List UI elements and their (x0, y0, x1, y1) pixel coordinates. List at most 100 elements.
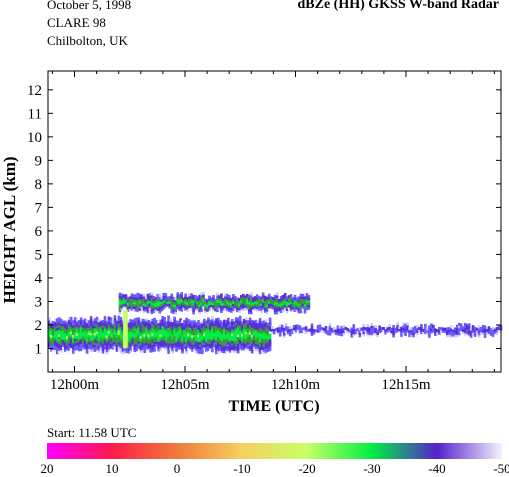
reflectivity-cell (187, 323, 190, 327)
reflectivity-cell (56, 320, 59, 324)
reflectivity-cell (189, 339, 192, 343)
reflectivity-cell (176, 299, 179, 303)
reflectivity-cell (416, 334, 419, 338)
reflectivity-cell (394, 330, 397, 334)
reflectivity-cell (264, 333, 268, 337)
reflectivity-cell (143, 343, 147, 346)
reflectivity-cell (228, 304, 231, 308)
reflectivity-cell (121, 334, 125, 338)
reflectivity-cell (203, 347, 206, 350)
reflectivity-cell (126, 299, 130, 303)
reflectivity-cell (75, 318, 79, 322)
reflectivity-cell (119, 321, 123, 325)
reflectivity-cell (180, 303, 183, 307)
reflectivity-cell (193, 329, 196, 333)
reflectivity-cell (222, 300, 225, 304)
reflectivity-cell (282, 334, 286, 338)
reflectivity-cell (180, 294, 183, 298)
reflectivity-cell (167, 332, 170, 335)
reflectivity-cell (118, 306, 122, 310)
reflectivity-cell (236, 306, 239, 310)
reflectivity-cell (179, 344, 182, 348)
reflectivity-cell (56, 346, 59, 350)
x-tick-label: 12h05m (160, 377, 210, 393)
reflectivity-cell (63, 332, 67, 336)
reflectivity-cell (79, 334, 83, 337)
reflectivity-cell (295, 306, 299, 310)
reflectivity-cell (264, 342, 268, 346)
reflectivity-cell (307, 295, 311, 298)
reflectivity-cell (238, 341, 242, 345)
reflectivity-cell (155, 343, 158, 347)
reflectivity-cell (246, 303, 249, 307)
reflectivity-cell (207, 336, 210, 340)
reflectivity-cell (121, 348, 125, 352)
reflectivity-cell (135, 341, 139, 345)
reflectivity-cell (101, 324, 105, 328)
reflectivity-cell (143, 347, 147, 351)
reflectivity-cell (153, 343, 156, 347)
reflectivity-cell (77, 338, 81, 342)
reflectivity-cell (227, 331, 230, 335)
reflectivity-cell (137, 338, 141, 342)
reflectivity-cell (273, 304, 277, 308)
reflectivity-cell (294, 329, 298, 333)
reflectivity-cell (242, 293, 245, 297)
reflectivity-cell (183, 331, 186, 335)
reflectivity-cell (206, 311, 209, 315)
reflectivity-cell (153, 318, 156, 321)
reflectivity-cell (83, 327, 87, 331)
reflectivity-cell (286, 328, 290, 332)
reflectivity-cell (136, 292, 140, 296)
reflectivity-cell (183, 334, 186, 338)
reflectivity-cell (221, 347, 224, 351)
reflectivity-cell (197, 320, 200, 324)
reflectivity-cell (133, 339, 137, 343)
reflectivity-cell (205, 322, 208, 326)
reflectivity-cell (253, 298, 257, 302)
reflectivity-cell (219, 341, 222, 345)
reflectivity-cell (136, 297, 140, 301)
reflectivity-cell (211, 321, 214, 325)
reflectivity-cell (234, 343, 238, 347)
reflectivity-cell (213, 344, 216, 348)
reflectivity-cell (465, 329, 469, 332)
reflectivity-cell (153, 329, 156, 333)
reflectivity-cell (263, 307, 267, 311)
reflectivity-cell (226, 293, 229, 297)
reflectivity-cell (50, 339, 53, 343)
reflectivity-cell (107, 335, 111, 339)
reflectivity-cell (83, 337, 87, 341)
reflectivity-cell (444, 327, 447, 331)
reflectivity-cell (93, 337, 97, 341)
reflectivity-cell (57, 324, 61, 328)
reflectivity-cell (219, 338, 222, 342)
reflectivity-cell (54, 321, 57, 325)
reflectivity-cell (194, 299, 197, 303)
reflectivity-cell (240, 333, 244, 337)
reflectivity-cell (372, 330, 375, 334)
reflectivity-cell (263, 300, 267, 304)
reflectivity-cell (227, 324, 230, 328)
reflectivity-cell (145, 339, 149, 343)
reflectivity-cell (142, 296, 146, 299)
reflectivity-cell (214, 299, 217, 302)
reflectivity-cell (483, 327, 487, 331)
reflectivity-cell (149, 323, 152, 327)
reflectivity-cell (305, 293, 309, 297)
reflectivity-cell (231, 319, 234, 323)
reflectivity-cell (59, 330, 63, 334)
reflectivity-cell (182, 302, 185, 306)
reflectivity-cell (173, 344, 176, 348)
reflectivity-cell (145, 334, 149, 338)
reflectivity-cell (150, 306, 154, 310)
reflectivity-cell (118, 292, 122, 296)
reflectivity-cell (324, 328, 328, 332)
reflectivity-cell (305, 304, 309, 308)
reflectivity-cell (264, 338, 268, 342)
reflectivity-cell (483, 334, 487, 338)
reflectivity-cell (125, 318, 128, 322)
reflectivity-cell (185, 350, 188, 354)
reflectivity-cell (299, 293, 303, 297)
